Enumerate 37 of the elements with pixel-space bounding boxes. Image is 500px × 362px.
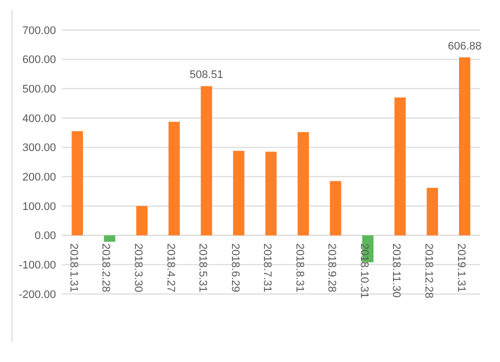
bar [459,57,470,236]
bar [200,86,212,236]
x-tick-label: 2019.1.31 [454,243,467,292]
x-tick-label: 2018.10.31 [358,243,370,298]
y-tick-label: 600.00 [22,54,56,66]
y-tick-label: 100.00 [22,200,56,213]
x-tick-label: 2018.4.27 [164,243,176,292]
y-tick-label: 0.00 [34,230,56,242]
x-tick-label: 2018.8.31 [293,243,306,292]
bar [394,97,406,236]
bar [233,150,244,236]
bar [298,132,309,236]
y-tick-label: 700.00 [22,24,56,37]
bar [330,181,342,236]
y-tick-label: 300.00 [22,142,56,154]
bar [426,188,438,236]
x-tick-label: 2018.1.31 [67,243,80,292]
x-tick-label: 2018.5.31 [196,243,209,292]
data-label: 606.88 [448,40,482,52]
data-label: 508.51 [190,69,224,82]
bar [104,235,116,242]
x-tick-label: 2018.7.31 [261,243,274,292]
y-tick-label: -100.00 [18,260,56,272]
x-tick-label: 2018.3.30 [132,243,144,292]
x-tick-label: 2018.9.28 [326,243,338,292]
y-tick-label: 400.00 [22,112,56,125]
y-tick-label: -200.00 [18,288,56,301]
x-tick-label: 2018.6.29 [228,243,241,292]
bar [136,206,148,236]
bar [265,152,277,236]
y-tick-label: 200.00 [22,172,56,184]
bar [168,122,180,236]
y-tick-label: 500.00 [22,84,56,96]
x-tick-label: 2018.2.28 [100,243,112,292]
x-tick-label: 2018.12.28 [422,243,434,298]
x-tick-label: 2018.11.30 [390,243,402,298]
bar [72,131,83,236]
